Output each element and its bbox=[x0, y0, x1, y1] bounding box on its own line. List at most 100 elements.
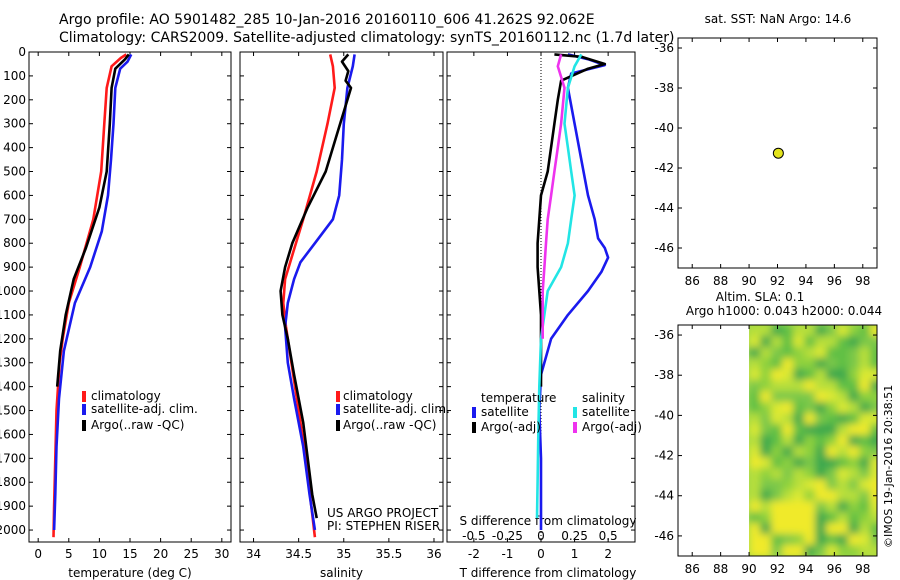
heatmap-cell bbox=[760, 490, 773, 502]
heatmap-cell bbox=[859, 523, 872, 535]
heatmap-cell bbox=[826, 545, 839, 556]
heatmap-cell bbox=[837, 380, 850, 392]
heatmap-cell bbox=[815, 402, 828, 414]
heatmap-cell bbox=[837, 424, 850, 436]
heatmap-cell bbox=[749, 468, 762, 480]
heatmap-cell bbox=[826, 424, 839, 436]
map-x-tick-label: 96 bbox=[827, 562, 842, 576]
heatmap-cell bbox=[815, 336, 828, 348]
heatmap-cell bbox=[782, 402, 795, 414]
tdiff-x-tick-label: 2 bbox=[604, 547, 612, 561]
sdiff-x-tick-label: 0.5 bbox=[599, 529, 618, 543]
heatmap-cell bbox=[771, 545, 784, 556]
heatmap-cell bbox=[815, 446, 828, 458]
heatmap-cell bbox=[815, 479, 828, 491]
diff-legend-title-temperature: temperature bbox=[481, 391, 556, 405]
heatmap-cell bbox=[804, 523, 817, 535]
heatmap-cell bbox=[859, 490, 872, 502]
heatmap-cell bbox=[804, 369, 817, 381]
heatmap-cell bbox=[804, 457, 817, 469]
heatmap-cell bbox=[804, 468, 817, 480]
heatmap-cell bbox=[826, 369, 839, 381]
sal-legend-label: climatology bbox=[343, 389, 413, 403]
heatmap-cell bbox=[760, 435, 773, 447]
heatmap-cell bbox=[749, 380, 762, 392]
heatmap-cell bbox=[804, 413, 817, 425]
heatmap-cell bbox=[870, 402, 877, 414]
heatmap-cell bbox=[771, 424, 784, 436]
heatmap-cell bbox=[848, 424, 861, 436]
sst-title: sat. SST: NaN Argo: 14.6 bbox=[705, 12, 852, 26]
heatmap-cell bbox=[771, 512, 784, 524]
heatmap-cell bbox=[848, 523, 861, 535]
heatmap-cell bbox=[782, 424, 795, 436]
heatmap-cell bbox=[771, 358, 784, 370]
heatmap-cell bbox=[771, 457, 784, 469]
sal-x-tick-label: 35.5 bbox=[376, 547, 403, 561]
heatmap-cell bbox=[848, 479, 861, 491]
map-x-tick-label: 94 bbox=[798, 562, 813, 576]
heatmap-cell bbox=[848, 325, 861, 337]
heatmap-cell bbox=[859, 380, 872, 392]
heatmap-cell bbox=[848, 512, 861, 524]
sal-x-tick-label: 34 bbox=[246, 547, 261, 561]
heatmap-cell bbox=[760, 534, 773, 546]
map-x-tick-label: 86 bbox=[685, 562, 700, 576]
sdiff-x-tick-label: -0.25 bbox=[492, 529, 523, 543]
heatmap-cell bbox=[782, 336, 795, 348]
heatmap-cell bbox=[804, 446, 817, 458]
depth-tick-label: 300 bbox=[3, 117, 26, 131]
depth-tick-label: 1300 bbox=[0, 356, 26, 370]
heatmap-cell bbox=[826, 501, 839, 513]
map-x-tick-label: 92 bbox=[770, 274, 785, 288]
heatmap-cell bbox=[848, 413, 861, 425]
heatmap-cell bbox=[793, 358, 806, 370]
heatmap-cell bbox=[793, 391, 806, 403]
heatmap-cell bbox=[870, 446, 877, 458]
heatmap-cell bbox=[804, 391, 817, 403]
heatmap-cell bbox=[859, 446, 872, 458]
depth-tick-label: 2000 bbox=[0, 523, 26, 537]
map-y-tick-label: -40 bbox=[654, 121, 674, 135]
heatmap-cell bbox=[771, 347, 784, 359]
heatmap-cell bbox=[771, 413, 784, 425]
sal-series-line-1 bbox=[283, 54, 356, 531]
heatmap-cell bbox=[760, 457, 773, 469]
heatmap-cell bbox=[760, 501, 773, 513]
heatmap-cell bbox=[837, 545, 850, 556]
depth-tick-label: 1200 bbox=[0, 332, 26, 346]
heatmap-cell bbox=[837, 490, 850, 502]
heatmap-cell bbox=[837, 523, 850, 535]
map-x-tick-label: 94 bbox=[798, 274, 813, 288]
heatmap-cell bbox=[859, 479, 872, 491]
map-x-tick-label: 98 bbox=[855, 274, 870, 288]
heatmap-cell bbox=[793, 336, 806, 348]
heatmap-cell bbox=[782, 369, 795, 381]
heatmap-cell bbox=[826, 358, 839, 370]
heatmap-cell bbox=[782, 534, 795, 546]
heatmap-cell bbox=[859, 435, 872, 447]
heatmap-cell bbox=[815, 512, 828, 524]
heatmap-cell bbox=[793, 347, 806, 359]
heatmap-cell bbox=[749, 512, 762, 524]
heatmap-cell bbox=[859, 413, 872, 425]
sal-x-tick-label: 35 bbox=[336, 547, 351, 561]
heatmap-cell bbox=[859, 457, 872, 469]
depth-tick-label: 800 bbox=[3, 236, 26, 250]
heatmap-cell bbox=[760, 347, 773, 359]
heatmap-cell bbox=[815, 369, 828, 381]
heatmap-cell bbox=[804, 545, 817, 556]
heatmap-cell bbox=[749, 457, 762, 469]
sal-series-line-2 bbox=[279, 53, 353, 519]
heatmap-cell bbox=[859, 336, 872, 348]
sdiff-x-axis-label: S difference from climatology bbox=[460, 514, 637, 528]
heatmap-cell bbox=[859, 545, 872, 556]
heatmap-cell bbox=[870, 336, 877, 348]
heatmap-cell bbox=[815, 325, 828, 337]
heatmap-cell bbox=[760, 336, 773, 348]
depth-tick-label: 1000 bbox=[0, 284, 26, 298]
heatmap-cell bbox=[771, 523, 784, 535]
tdiff-x-axis-label: T difference from climatology bbox=[459, 566, 637, 580]
sal-x-axis-label: salinity bbox=[320, 566, 363, 580]
heatmap-cell bbox=[749, 479, 762, 491]
